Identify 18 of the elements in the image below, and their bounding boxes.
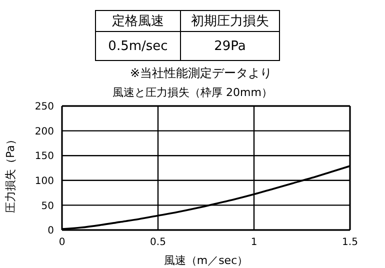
x-tick-label: 0.5 bbox=[150, 237, 166, 248]
y-tick-label: 0 bbox=[48, 226, 54, 237]
y-axis-title: 圧力損失（Pa） bbox=[4, 134, 17, 213]
y-tick-label: 200 bbox=[34, 126, 54, 138]
x-tick-label: 1.5 bbox=[342, 237, 358, 248]
y-tick-label: 150 bbox=[34, 151, 54, 162]
x-axis-title: 風速（m／sec） bbox=[164, 254, 248, 267]
text: 29Pa bbox=[180, 32, 280, 60]
chart-title: 風速と圧力損失（枠厚 20mm） bbox=[112, 85, 274, 100]
y-tick-label: 250 bbox=[34, 102, 54, 113]
y-tick-label: 50 bbox=[41, 200, 54, 212]
text: 定格風速 bbox=[96, 10, 180, 32]
y-tick-label: 100 bbox=[34, 176, 54, 187]
text: 初期圧力損失 bbox=[180, 10, 280, 32]
x-tick-label: 0 bbox=[58, 237, 66, 248]
text: ※当社性能測定データより bbox=[130, 66, 272, 80]
x-tick-label: 1 bbox=[250, 237, 258, 248]
text: 0.5m/sec bbox=[96, 32, 180, 60]
